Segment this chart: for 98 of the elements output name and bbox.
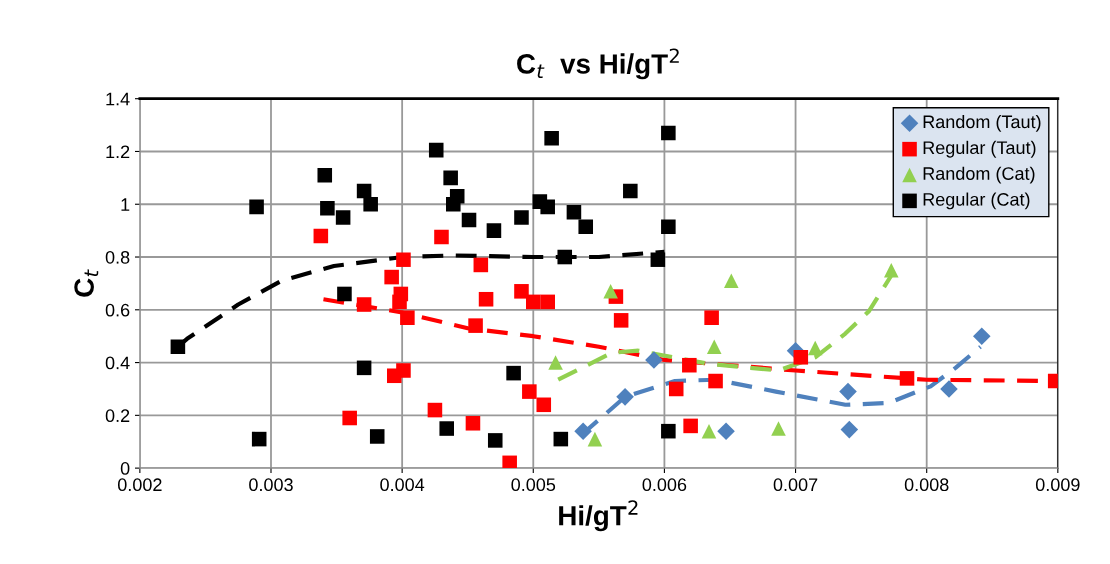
x-tick-label: 0.002 [117, 478, 162, 492]
point [356, 360, 372, 376]
y-tick-label: 0.8 [105, 250, 130, 264]
point [506, 365, 521, 381]
point [251, 431, 267, 447]
point [525, 294, 541, 310]
point [335, 210, 351, 225]
point [536, 397, 552, 413]
x-tick-label: 0.003 [249, 478, 293, 492]
y-tick-label: 0 [120, 462, 130, 475]
point [522, 384, 537, 399]
point [468, 318, 483, 333]
point [540, 294, 555, 310]
chart-title: C$_{t}$ vs Hi/gT$^{2}$ [517, 48, 679, 80]
point [170, 339, 186, 355]
point [439, 421, 455, 436]
point [478, 291, 494, 307]
point [972, 327, 991, 345]
point [392, 294, 407, 310]
point [771, 421, 786, 436]
point [313, 228, 329, 244]
point [839, 382, 857, 401]
point [356, 297, 372, 312]
legend-label: Random (Cat) [923, 166, 1035, 184]
y-tick-label: 0.6 [105, 303, 130, 317]
point [724, 273, 739, 289]
point [566, 204, 582, 220]
point [661, 219, 676, 234]
y-tick-label: 0.2 [105, 409, 130, 423]
point [317, 167, 333, 183]
point [793, 350, 809, 365]
point [342, 410, 357, 426]
point [603, 284, 618, 299]
point [428, 142, 444, 158]
point [661, 423, 676, 439]
x-tick-label: 0.006 [642, 478, 687, 492]
point [574, 422, 592, 440]
point [249, 199, 264, 215]
point [386, 368, 402, 384]
x-tick-label: 0.004 [380, 478, 425, 492]
point [465, 415, 481, 431]
point [548, 355, 563, 370]
point [701, 423, 717, 439]
point [434, 229, 449, 245]
point [400, 310, 415, 325]
y-axis-title: C$_{t}$ [74, 269, 99, 297]
point [668, 381, 684, 397]
legend-label: Random (Taut) [923, 114, 1041, 132]
point [708, 373, 723, 389]
point [613, 313, 629, 328]
point [446, 196, 461, 212]
point [427, 402, 443, 418]
y-tick-label: 0.4 [105, 356, 130, 370]
point [553, 431, 569, 447]
point [502, 455, 517, 469]
x-tick-label: 0.008 [904, 478, 949, 492]
point [706, 339, 722, 355]
x-axis-title: Hi/gT$^{2}$ [559, 500, 638, 532]
point [682, 357, 697, 373]
point [940, 380, 958, 398]
point [544, 131, 559, 146]
y-tick-label: 1.2 [106, 145, 130, 159]
point [337, 286, 352, 302]
point [616, 388, 634, 406]
point [461, 212, 477, 228]
point [840, 420, 859, 439]
point [807, 340, 823, 356]
point [661, 125, 676, 141]
point [623, 183, 638, 199]
x-tick-label: 0.009 [1035, 478, 1080, 492]
point [557, 249, 573, 265]
point [587, 431, 603, 447]
point [443, 170, 458, 186]
point [514, 210, 529, 225]
point [487, 433, 503, 448]
point [514, 284, 529, 299]
point [486, 223, 502, 238]
point [578, 219, 594, 234]
point [473, 257, 489, 273]
point [320, 200, 335, 216]
point [884, 262, 899, 278]
point [645, 351, 663, 369]
point [683, 418, 698, 434]
point [717, 422, 735, 440]
point [369, 429, 385, 444]
point [540, 199, 555, 215]
x-tick-label: 0.005 [511, 478, 556, 492]
x-tick-label: 0.007 [773, 478, 818, 492]
y-tick-label: 1 [121, 198, 130, 211]
legend-label: Regular (Taut) [923, 140, 1036, 158]
point [396, 252, 411, 267]
point [384, 269, 399, 285]
point [650, 252, 666, 267]
legend-label: Regular (Cat) [923, 192, 1030, 210]
y-tick-label: 1.4 [106, 92, 130, 106]
point [363, 196, 378, 212]
point [899, 371, 915, 386]
point [704, 310, 719, 325]
